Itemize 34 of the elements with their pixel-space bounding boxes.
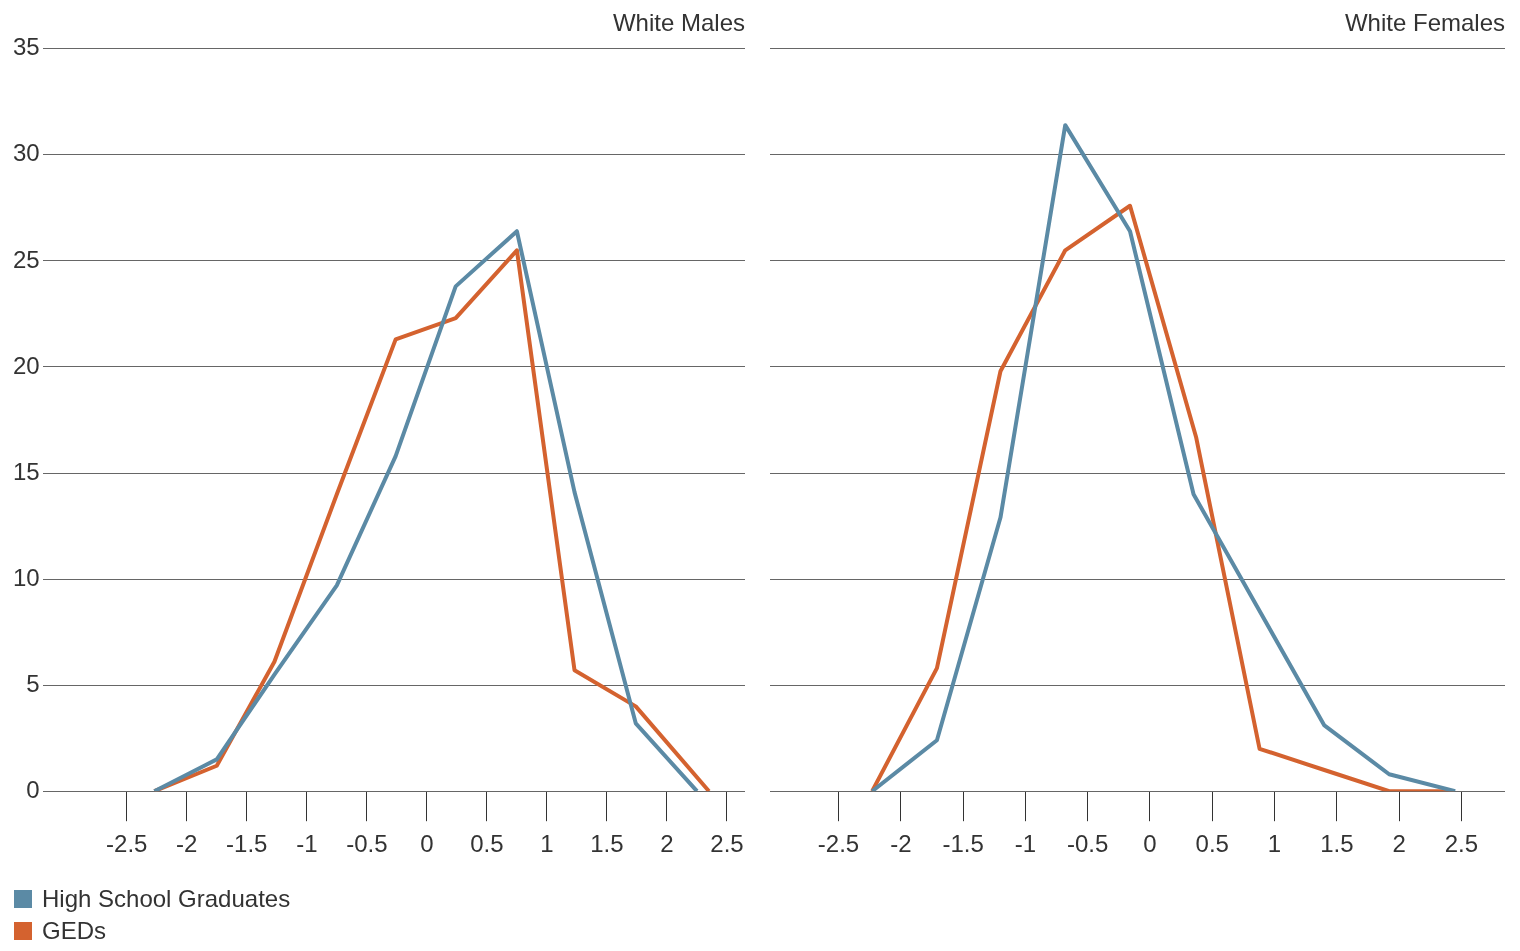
y-tick-label: 0 (26, 775, 40, 803)
x-tick-label: 2 (1392, 830, 1406, 858)
x-tick-label: 1 (1267, 830, 1282, 858)
y-tick-label: 35 (12, 33, 40, 61)
x-tick-label: 1.5 (1320, 830, 1354, 858)
x-tick-label: 0 (1143, 830, 1157, 858)
x-tick-label: 2.5 (710, 830, 744, 858)
x-tick-label: 2 (660, 830, 674, 858)
x-tick-label: -1.5 (226, 830, 268, 858)
x-tick-label: 0.5 (1195, 830, 1229, 858)
x-tick-label: -2.5 (106, 830, 148, 858)
chart-title: White Males (612, 9, 745, 37)
x-tick-label: -2 (176, 830, 198, 858)
x-tick-label: 0 (420, 830, 434, 858)
legend-label: High School Graduates (42, 885, 291, 913)
y-tick-label: 15 (12, 457, 40, 485)
x-tick-label: 2.5 (1444, 830, 1479, 858)
x-tick-label: -0.5 (346, 830, 388, 858)
y-tick-label: 20 (12, 351, 40, 379)
chart-title: White Females (1344, 9, 1505, 37)
x-tick-label: -1.5 (942, 830, 984, 858)
y-tick-label: 10 (12, 563, 40, 591)
x-tick-label: -1 (296, 830, 318, 858)
x-tick-label: -2.5 (817, 830, 860, 858)
y-tick-label: 25 (12, 245, 40, 273)
y-tick-label: 30 (12, 139, 40, 167)
legend-label: GEDs (42, 917, 107, 945)
x-tick-label: 1 (540, 830, 554, 858)
x-tick-label: 0.5 (470, 830, 504, 858)
y-tick-label: 5 (26, 669, 40, 697)
x-tick-label: 1.5 (590, 830, 624, 858)
x-tick-label: -2 (890, 830, 912, 858)
x-tick-label: -1 (1014, 830, 1037, 858)
x-tick-label: -0.5 (1066, 830, 1109, 858)
